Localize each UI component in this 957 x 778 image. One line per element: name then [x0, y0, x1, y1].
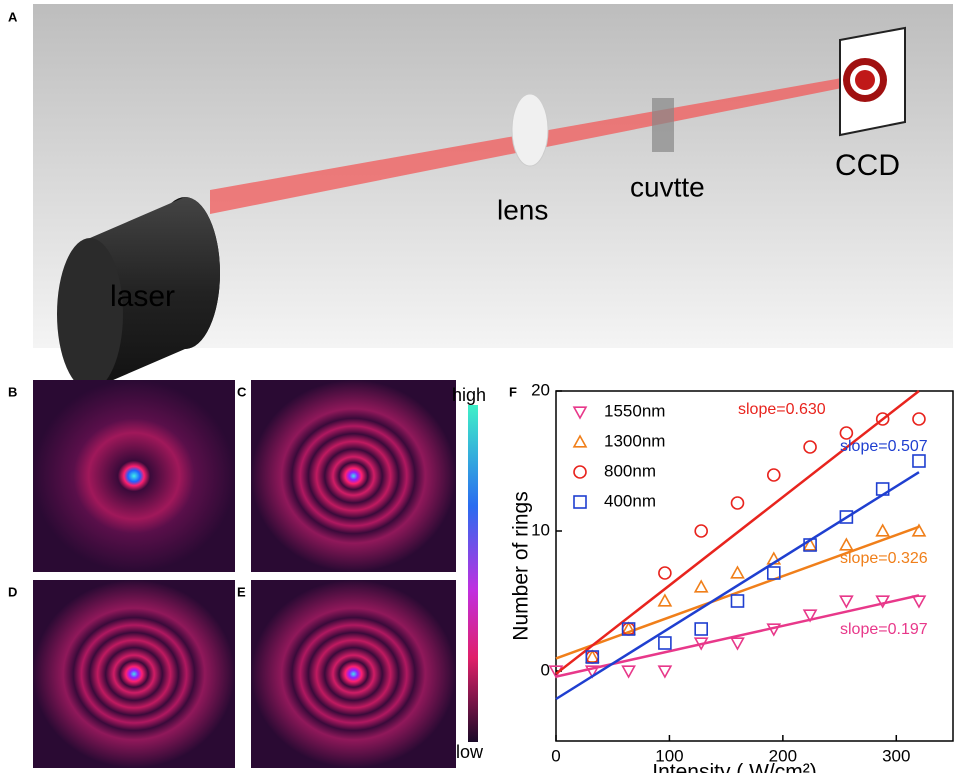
colorbar-label: high — [452, 385, 486, 405]
slope-label: slope=0.507 — [840, 438, 928, 455]
data-point — [730, 637, 745, 651]
data-point — [621, 621, 636, 635]
data-point — [911, 595, 927, 609]
data-point — [658, 636, 672, 650]
y-tick-label: 20 — [531, 380, 550, 399]
x-tick-label: 100 — [655, 746, 683, 765]
data-point — [573, 465, 587, 479]
plot-frame — [555, 390, 954, 742]
laser-body — [90, 197, 220, 390]
lens-shape — [511, 93, 549, 167]
legend-label: 1550nm — [604, 401, 665, 420]
x-axis-label: Intensity ( W/cm²) — [652, 761, 817, 773]
data-point — [585, 650, 600, 664]
setup-label: laser — [110, 280, 175, 313]
data-point — [584, 665, 600, 679]
colorbar-label: low — [456, 742, 484, 762]
setup-label: CCD — [835, 149, 900, 182]
fit-line — [555, 471, 920, 701]
setup-label: cuvtte — [630, 171, 705, 202]
data-point — [766, 623, 782, 637]
image-d — [33, 580, 235, 768]
data-point — [621, 622, 636, 636]
panel-label: D — [8, 584, 17, 599]
data-point — [766, 468, 781, 482]
data-point — [802, 537, 818, 551]
data-point — [875, 412, 890, 426]
data-point — [911, 523, 927, 537]
legend-label: 1300nm — [604, 431, 665, 450]
data-point — [694, 622, 708, 636]
image-c — [251, 380, 456, 572]
legend-label: 800nm — [604, 461, 656, 480]
data-point — [875, 523, 891, 537]
data-point — [621, 665, 636, 679]
data-point — [657, 593, 673, 607]
data-point — [584, 649, 600, 663]
panel-label: C — [237, 384, 247, 399]
data-point — [839, 537, 854, 551]
data-point — [693, 579, 709, 593]
data-point — [802, 609, 818, 623]
data-point — [875, 595, 891, 609]
data-point — [803, 538, 817, 552]
fit-line — [555, 594, 920, 678]
y-tick-label: 0 — [541, 660, 550, 679]
data-point — [573, 495, 587, 509]
x-tick-label: 300 — [882, 746, 910, 765]
data-point — [693, 637, 709, 651]
data-point — [572, 434, 588, 448]
colorbar — [468, 405, 478, 742]
image-b — [33, 380, 235, 572]
image-e — [251, 580, 456, 768]
panel-label: F — [509, 384, 517, 399]
data-point — [912, 412, 926, 426]
panel-label: B — [8, 384, 17, 399]
panel-label: E — [237, 584, 246, 599]
data-point — [839, 426, 854, 440]
setup-label: lens — [497, 194, 548, 225]
data-point — [730, 594, 745, 608]
y-tick-label: 10 — [531, 520, 550, 539]
data-point — [875, 482, 890, 496]
data-point — [803, 440, 817, 454]
data-point — [839, 595, 854, 609]
data-point — [730, 496, 745, 510]
panel-label: A — [8, 9, 18, 24]
slope-label: slope=0.630 — [738, 401, 826, 418]
slope-label: slope=0.197 — [840, 621, 928, 638]
x-tick-label: 200 — [769, 746, 797, 765]
legend-label: 400nm — [604, 491, 656, 510]
x-tick-label: 0 — [551, 746, 560, 765]
data-point — [912, 454, 926, 468]
y-axis-label: Number of rings — [510, 491, 533, 640]
data-point — [657, 665, 673, 679]
data-point — [839, 510, 854, 524]
laser-back — [57, 238, 123, 390]
data-point — [766, 566, 781, 580]
slope-label: slope=0.326 — [840, 550, 928, 567]
fit-line — [555, 390, 920, 675]
data-point — [658, 566, 672, 580]
data-point — [572, 406, 588, 420]
cuvette-shape — [652, 98, 674, 152]
fit-line — [555, 525, 920, 660]
data-point — [694, 524, 708, 538]
data-point — [730, 565, 745, 579]
